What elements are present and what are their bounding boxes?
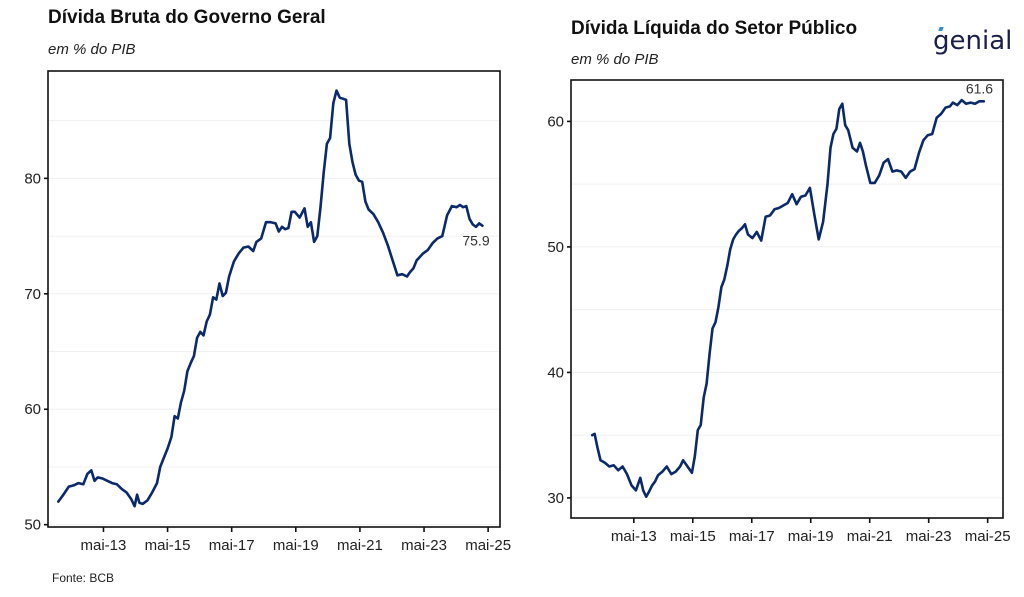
- gross-debt-xtick-label: mai-15: [145, 537, 191, 554]
- net-debt-xtick-label: mai-17: [729, 528, 775, 545]
- net-debt-xtick-label: mai-25: [965, 528, 1011, 545]
- chart-subtitle-gross-debt: em % do PIB: [48, 41, 136, 58]
- chart-subtitle-net-debt: em % do PIB: [571, 51, 659, 68]
- gross-debt-ytick-label: 50: [24, 517, 41, 534]
- gross-debt-xtick-label: mai-13: [81, 537, 127, 554]
- net-debt-end-label: 61.6: [966, 80, 993, 96]
- net-debt-xtick-label: mai-15: [670, 528, 716, 545]
- net-debt-xtick-label: mai-21: [847, 528, 893, 545]
- net-debt-xtick-label: mai-23: [906, 528, 952, 545]
- gross-debt-ytick-label: 80: [24, 170, 41, 187]
- gross-debt-xtick-label: mai-21: [337, 537, 383, 554]
- gross-debt-plot-frame: [47, 70, 501, 528]
- genial-logo: genial: [933, 26, 1012, 56]
- net-debt-ytick-label: 40: [547, 364, 564, 381]
- chart-title-gross-debt: Dívida Bruta do Governo Geral: [48, 7, 326, 28]
- gross-debt-end-label: 75.9: [462, 233, 489, 249]
- net-debt-ytick-label: 30: [547, 490, 564, 507]
- gross-debt-xtick-label: mai-25: [465, 537, 511, 554]
- net-debt-series-line: [590, 98, 986, 499]
- gross-debt-xtick-label: mai-19: [273, 537, 319, 554]
- net-debt-ytick-label: 60: [547, 113, 564, 130]
- gross-debt-xtick-label: mai-17: [209, 537, 255, 554]
- net-debt-plot-frame: [570, 79, 1004, 519]
- gross-debt-ytick-label: 60: [24, 401, 41, 418]
- net-debt-xtick-label: mai-19: [788, 528, 834, 545]
- net-debt-xtick-label: mai-13: [611, 528, 657, 545]
- gross-debt-ytick-label: 70: [24, 286, 41, 303]
- net-debt-ytick-label: 50: [547, 239, 564, 256]
- gross-debt-xtick-label: mai-23: [401, 537, 447, 554]
- gross-debt-series-line: [56, 89, 484, 508]
- chart-title-net-debt: Dívida Líquida do Setor Público: [571, 18, 858, 39]
- source-note: Fonte: BCB: [52, 571, 115, 585]
- logo-text: genial: [933, 26, 1013, 56]
